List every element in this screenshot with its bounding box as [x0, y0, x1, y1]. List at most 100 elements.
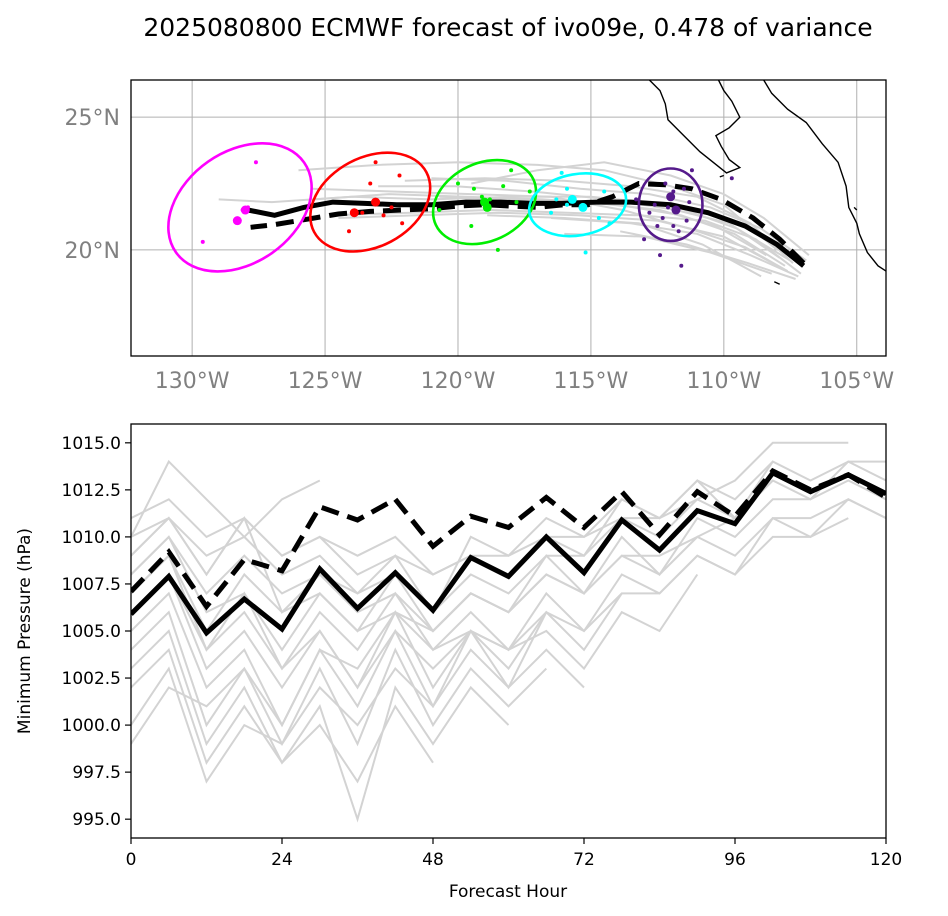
mean-track-dashed — [250, 180, 806, 265]
cluster-point — [596, 216, 601, 220]
cluster-point — [578, 202, 588, 212]
cluster-point — [381, 213, 386, 218]
y-tick-label: 1012.5 — [62, 481, 121, 501]
coastline-segment — [648, 80, 742, 174]
cluster-point — [346, 229, 351, 234]
ensemble-track — [620, 230, 796, 280]
cluster-point — [679, 263, 684, 268]
cluster-point — [729, 176, 734, 181]
map-gridlines — [131, 80, 886, 356]
cluster-point — [564, 202, 569, 207]
cluster-ellipses — [167, 142, 734, 273]
figure-title: 2025080800 ECMWF forecast of ivo09e, 0.4… — [143, 13, 872, 42]
cluster-point — [666, 192, 676, 202]
cluster-point — [487, 197, 492, 202]
cluster-point — [676, 229, 681, 234]
x-tick-label: 0 — [126, 850, 137, 870]
map-tick-labels: 130°W 125°W 120°W 115°W 110°W 105°W 20°N 25°N — [65, 106, 895, 394]
ensemble-pressure-line — [131, 479, 886, 652]
ensemble-pressure-line — [131, 460, 886, 745]
pressure-panel: 0 24 48 72 96 120 995.0 997.5 1000.0 1002.5 1005.0… — [15, 423, 902, 902]
y-tick-label: 1007.5 — [62, 575, 121, 595]
cluster-point — [634, 197, 639, 202]
cluster-point — [469, 223, 474, 228]
cluster-point — [240, 208, 245, 213]
cluster-point — [509, 168, 514, 173]
cluster-point — [687, 200, 692, 205]
cluster-point — [397, 173, 402, 178]
map-y-tick-label: 20°N — [65, 239, 120, 264]
map-x-tick-label: 115°W — [554, 369, 629, 394]
cluster-point — [681, 186, 686, 191]
cluster-ellipse — [527, 172, 628, 238]
ensemble-track — [338, 211, 783, 270]
x-tick-label: 48 — [422, 850, 444, 870]
y-tick-label: 1002.5 — [62, 669, 121, 689]
ensemble-track — [487, 214, 762, 278]
mean-pressure-dashed — [131, 467, 886, 611]
cluster-point — [373, 160, 378, 165]
cluster-point — [583, 250, 588, 255]
map-frame — [130, 79, 887, 357]
ensemble-track — [564, 232, 773, 275]
cluster-point — [671, 223, 676, 228]
cluster-point — [684, 218, 689, 223]
cluster-point — [671, 189, 676, 194]
ensemble-pressure-line — [131, 460, 774, 614]
y-tick-label: 1005.0 — [62, 622, 121, 642]
mean-pressure-solid — [131, 469, 886, 637]
track-map-panel: 130°W 125°W 120°W 115°W 110°W 105°W 20°N 25°N — [65, 79, 895, 394]
cluster-point — [471, 186, 476, 191]
x-tick-label: 24 — [271, 850, 293, 870]
map-x-tick-label: 120°W — [421, 369, 496, 394]
cluster-point — [689, 168, 694, 173]
cluster-ellipse — [637, 167, 704, 243]
cluster-point — [642, 237, 647, 242]
cluster-point — [564, 186, 569, 191]
ensemble-pressure-line — [131, 459, 321, 539]
cluster-point — [232, 216, 242, 226]
mean-pressure-lines — [131, 467, 886, 637]
x-tick-label: 72 — [573, 850, 595, 870]
cluster-point — [368, 181, 373, 186]
cluster-point — [479, 194, 484, 199]
y-axis-label: Minimum Pressure (hPa) — [15, 528, 35, 734]
cluster-point — [514, 200, 519, 205]
cluster-point — [663, 181, 668, 186]
y-tick-label: 1015.0 — [62, 434, 121, 454]
cluster-ellipse — [309, 151, 432, 253]
map-x-tick-label: 125°W — [288, 369, 363, 394]
cluster-point — [671, 205, 681, 215]
cluster-ellipse — [167, 142, 313, 273]
cluster-point — [349, 208, 359, 218]
coastline — [648, 80, 886, 285]
x-axis-label: Forecast Hour — [449, 882, 567, 902]
x-tick-label: 120 — [870, 850, 902, 870]
cluster-point — [660, 216, 665, 220]
y-tick-label: 1000.0 — [62, 716, 121, 736]
coastline-segment — [853, 206, 858, 211]
y-tick-label: 1010.0 — [62, 528, 121, 548]
cluster-point — [602, 189, 607, 194]
ensemble-track — [298, 161, 778, 251]
coastline-segment — [773, 281, 781, 285]
cluster-point — [501, 184, 506, 189]
ensemble-track — [471, 161, 810, 256]
cluster-point — [360, 210, 365, 215]
cluster-point — [527, 189, 532, 194]
cluster-point — [400, 221, 405, 226]
coastline-segment — [763, 80, 886, 272]
ensemble-pressure-line — [131, 498, 886, 633]
cluster-point — [559, 170, 564, 175]
coastline-segment — [719, 174, 725, 178]
ensemble-pressure-line — [131, 647, 434, 784]
cluster-point — [666, 205, 671, 210]
cluster-point — [658, 253, 663, 258]
cluster-point — [554, 197, 559, 202]
cluster-point — [567, 194, 577, 204]
map-x-tick-label: 130°W — [155, 369, 230, 394]
ensemble-pressure-line — [131, 572, 699, 690]
cluster-point — [200, 239, 205, 244]
cluster-point — [482, 202, 492, 212]
